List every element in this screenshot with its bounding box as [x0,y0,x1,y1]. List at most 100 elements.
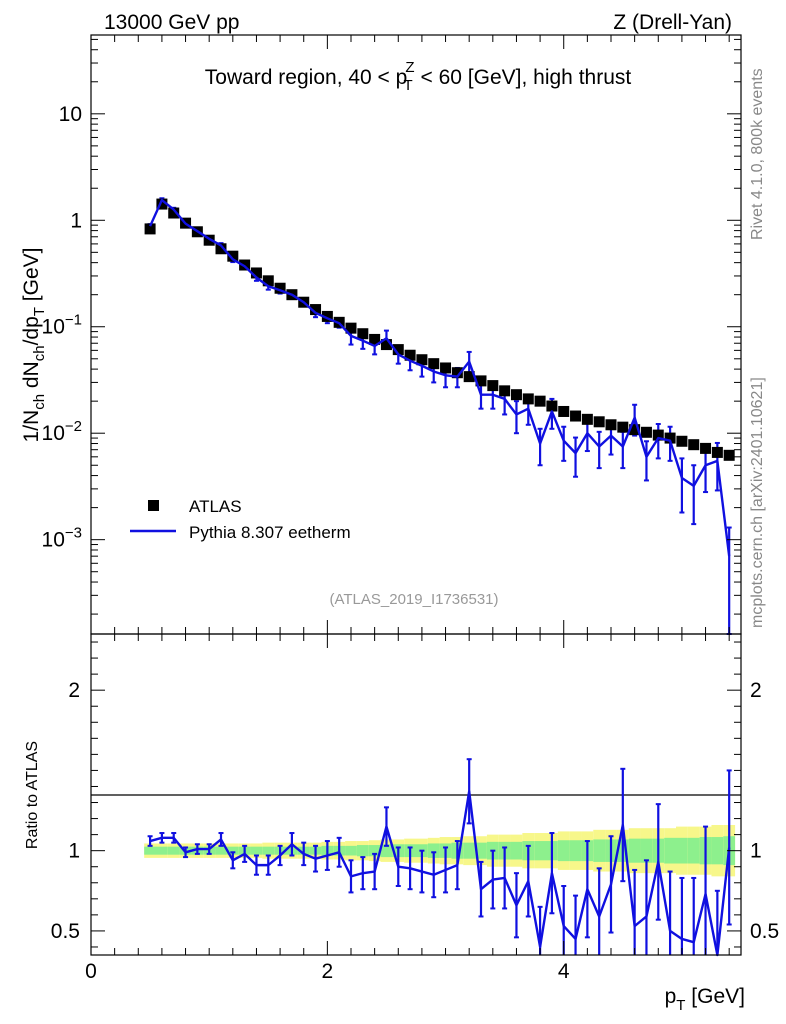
ratio-band-inner [345,845,357,856]
ratio-band-inner [463,842,476,859]
atlas-point [250,267,262,279]
main-ytick-label: 10−3 [42,525,82,552]
atlas-point [380,339,392,351]
main-ytick-label: 10−2 [42,418,82,445]
legend-atlas-marker [148,500,159,511]
ratio-band-inner [711,837,724,865]
ratio-band-inner [167,846,180,855]
atlas-point [144,223,156,235]
main-ytick-label: 1 [70,209,82,232]
ratio-band-inner [250,846,263,855]
title-part-a: Toward region, 40 < p [205,66,408,89]
title-sup: Z [405,59,414,76]
main-title: Toward region, 40 < pZ T < 60 [GeV], high… [205,59,632,94]
ratio-band-inner [356,845,369,857]
atlas-point [357,328,369,340]
ratio-band-inner [557,840,570,862]
ratio-band-inner [510,841,523,860]
atlas-point [617,421,629,433]
ratio-band-inner [368,845,381,857]
ratio-band-inner [144,846,156,855]
atlas-point [321,310,333,322]
atlas-point [487,380,499,392]
legend-atlas-label: ATLAS [189,497,242,516]
atlas-point [262,275,274,287]
ytick-base: 1 [70,209,82,232]
atlas-point [440,362,452,374]
atlas-point [392,344,404,356]
atlas-point [593,416,605,428]
ytick-exp: −1 [65,312,82,329]
atlas-point [404,349,416,361]
atlas-point [463,371,475,383]
atlas-point [428,358,440,370]
ratio-band-inner [226,846,239,855]
ratio-line [149,790,731,957]
ratio-xtick-label: 2 [322,960,334,983]
ratio-band-inner [593,839,606,862]
ratio-frame [90,633,742,956]
atlas-point [605,419,617,431]
ratio-ytick-label: 0.5 [51,920,80,943]
mcplots-label: mcplots.cern.ch [arXiv:2401.10621] [749,377,766,628]
atlas-point [652,429,664,441]
atlas-point [215,243,227,255]
atlas-point [629,424,641,436]
atlas-point [676,435,688,447]
atlas-point [451,367,463,379]
header-left-label: 13000 GeV pp [104,11,239,34]
atlas-point [664,432,676,444]
ratio-band-inner [380,844,393,858]
ratio-band-inner [262,846,275,855]
ratio-band-inner [534,841,546,861]
ratio-band-inner [427,843,440,858]
atlas-point [274,282,286,294]
atlas-point [227,250,239,262]
ytick-base: 10 [59,103,82,126]
ratio-band-inner [628,838,641,863]
ratio-panel: 2 21 10.5 0.50 2 4 Ratio to ATLAS pT [GeV] [24,633,779,1014]
atlas-point [570,410,582,422]
ratio-ytick-label-right: 2 [750,679,762,702]
atlas-point [499,385,511,397]
atlas-point [700,442,712,454]
ratio-ytick-label-right: 1 [750,840,762,863]
ratio-band-inner [475,842,487,859]
atlas-point [688,439,700,451]
ratio-ytick-label-right: 0.5 [750,920,779,943]
mc-line [148,198,731,557]
ratio-band-inner [676,837,688,864]
atlas-point [534,395,546,407]
xlabel-rest: [GeV] [685,985,745,1008]
ratio-band-inner [569,840,582,862]
ytick-base: 10 [42,529,65,552]
main-marks [144,197,735,635]
title-part-b: < 60 [GeV], high thrust [415,66,632,89]
atlas-point [416,354,428,366]
legend-mc-label: Pythia 8.307 eetherm [189,523,351,542]
ytick-base: 10 [42,422,65,445]
main-ytick-label: 10 [59,103,82,126]
rivet-version-label: Rivet 4.1.0, 800k events [749,68,766,240]
ratio-marks [147,758,732,957]
atlas-point [546,400,558,412]
ratio-ylabel: Ratio to ATLAS [24,741,41,849]
atlas-point [640,426,652,438]
atlas-point [369,333,381,345]
ratio-xtick-label: 4 [558,960,570,983]
xlabel-sub: T [676,997,685,1014]
atlas-point [310,304,322,316]
ratio-axes: 2 21 10.5 0.50 2 4 [51,634,779,983]
atlas-point [168,207,180,219]
ratio-band-inner [156,846,168,855]
ratio-xtick-label: 0 [85,960,97,983]
atlas-point [723,449,735,461]
main-ytick-label: 10−1 [42,312,82,339]
analysis-label: (ATLAS_2019_I1736531) [329,591,498,608]
atlas-point [522,393,534,405]
xlabel-main: p [665,985,677,1008]
atlas-point [203,234,215,246]
